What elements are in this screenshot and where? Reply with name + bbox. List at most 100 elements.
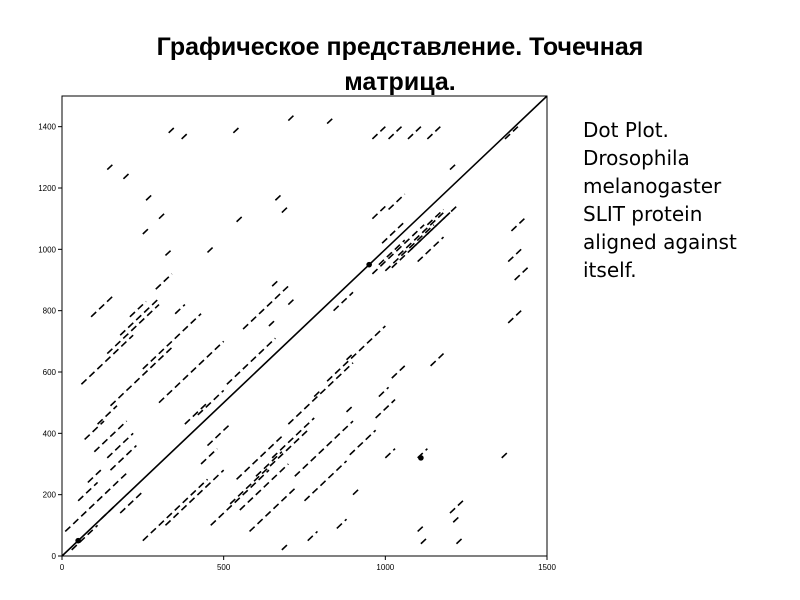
x-tick-label: 1000: [376, 563, 394, 572]
y-tick-label: 200: [43, 491, 57, 500]
match-segment: [426, 208, 445, 226]
caption-line-4: SLIT protein: [583, 202, 703, 226]
match-segment: [333, 291, 354, 312]
match-segment: [287, 113, 296, 122]
match-segment: [271, 417, 315, 459]
highlight-point: [75, 537, 81, 544]
match-segment: [90, 294, 115, 318]
match-segment: [80, 334, 134, 385]
caption-line-6: itself.: [583, 258, 637, 282]
match-segment: [77, 481, 99, 502]
chart-caption: Dot Plot. Drosophila melanogaster SLIT p…: [583, 116, 783, 284]
match-segment: [281, 205, 289, 214]
y-tick-label: 400: [43, 429, 57, 438]
match-segment: [307, 530, 318, 542]
match-segment: [375, 399, 396, 419]
match-segment: [232, 126, 241, 134]
y-tick-label: 800: [43, 307, 57, 316]
match-segment: [349, 429, 377, 456]
plot-frame: [61, 95, 548, 557]
match-segment: [381, 221, 406, 244]
match-segment: [294, 420, 354, 477]
match-segment: [106, 432, 134, 459]
match-segment: [271, 279, 280, 287]
main-diagonal: [61, 95, 548, 557]
match-segment: [287, 297, 296, 306]
match-segment: [313, 389, 322, 398]
match-segment: [158, 340, 225, 404]
y-tick-label: 1400: [38, 123, 56, 132]
match-segment: [106, 303, 160, 355]
match-segment: [87, 469, 102, 483]
match-segment: [145, 193, 154, 201]
match-segment: [420, 537, 428, 545]
match-segment: [93, 420, 128, 453]
match-segment: [504, 126, 519, 140]
match-segment: [84, 420, 105, 441]
match-segment: [507, 310, 522, 324]
match-segment: [326, 325, 386, 382]
match-segment: [210, 469, 270, 526]
match-segment: [449, 500, 464, 514]
match-segment: [371, 205, 386, 220]
match-segment: [417, 524, 425, 533]
match-segment: [97, 405, 118, 425]
match-segment: [426, 126, 441, 140]
match-segment: [184, 402, 209, 425]
match-segment: [430, 353, 445, 367]
caption-line-2: Drosophila: [583, 146, 690, 170]
match-segment: [164, 469, 225, 526]
match-segment: [388, 126, 403, 140]
match-segment: [109, 346, 173, 407]
caption-line-5: aligned against: [583, 230, 737, 254]
match-segment: [507, 248, 522, 263]
match-segment: [158, 211, 167, 220]
y-tick-label: 1000: [38, 245, 56, 254]
match-segment: [391, 365, 406, 379]
match-segment: [510, 218, 525, 232]
match-segment: [200, 448, 218, 465]
slide-title-line-1: Графическое представление. Точечная: [156, 33, 644, 61]
match-segment: [229, 429, 309, 505]
match-segment: [119, 297, 160, 336]
match-segment: [287, 362, 354, 425]
match-segment: [197, 389, 225, 416]
match-segment: [226, 337, 276, 385]
match-segment: [122, 172, 131, 180]
caption-line-3: melanogaster: [583, 174, 722, 198]
match-segment: [371, 224, 425, 275]
slide-title-line-2: матрица.: [344, 68, 456, 96]
match-segment: [206, 245, 215, 253]
match-segment: [174, 303, 186, 315]
match-segment: [109, 445, 137, 471]
y-tick-label: 0: [52, 552, 57, 561]
match-segment: [255, 451, 283, 477]
match-segment: [391, 211, 451, 269]
x-tick-label: 500: [217, 563, 231, 572]
slide-title: Графическое представление. Точечная матр…: [0, 30, 800, 100]
match-segment: [378, 239, 406, 266]
match-segment: [336, 518, 348, 529]
caption-line-1: Dot Plot.: [583, 118, 669, 142]
match-segment: [407, 126, 422, 140]
match-segment: [352, 487, 361, 496]
match-segment: [384, 224, 435, 272]
match-segment: [452, 515, 461, 523]
match-segment: [181, 132, 189, 140]
y-tick-label: 1200: [38, 184, 56, 193]
match-segment: [384, 448, 396, 459]
match-segment: [303, 460, 348, 502]
match-segment: [142, 478, 209, 542]
match-segment: [378, 386, 390, 398]
highlight-point: [366, 261, 372, 268]
match-segment: [206, 423, 231, 447]
match-segment: [274, 193, 283, 201]
x-tick-label: 0: [60, 563, 65, 572]
x-tick-label: 1500: [538, 563, 556, 572]
match-segment: [449, 162, 458, 171]
match-segment: [345, 405, 354, 413]
highlight-point: [418, 455, 424, 461]
match-segment: [371, 126, 386, 140]
match-segment: [514, 267, 529, 281]
